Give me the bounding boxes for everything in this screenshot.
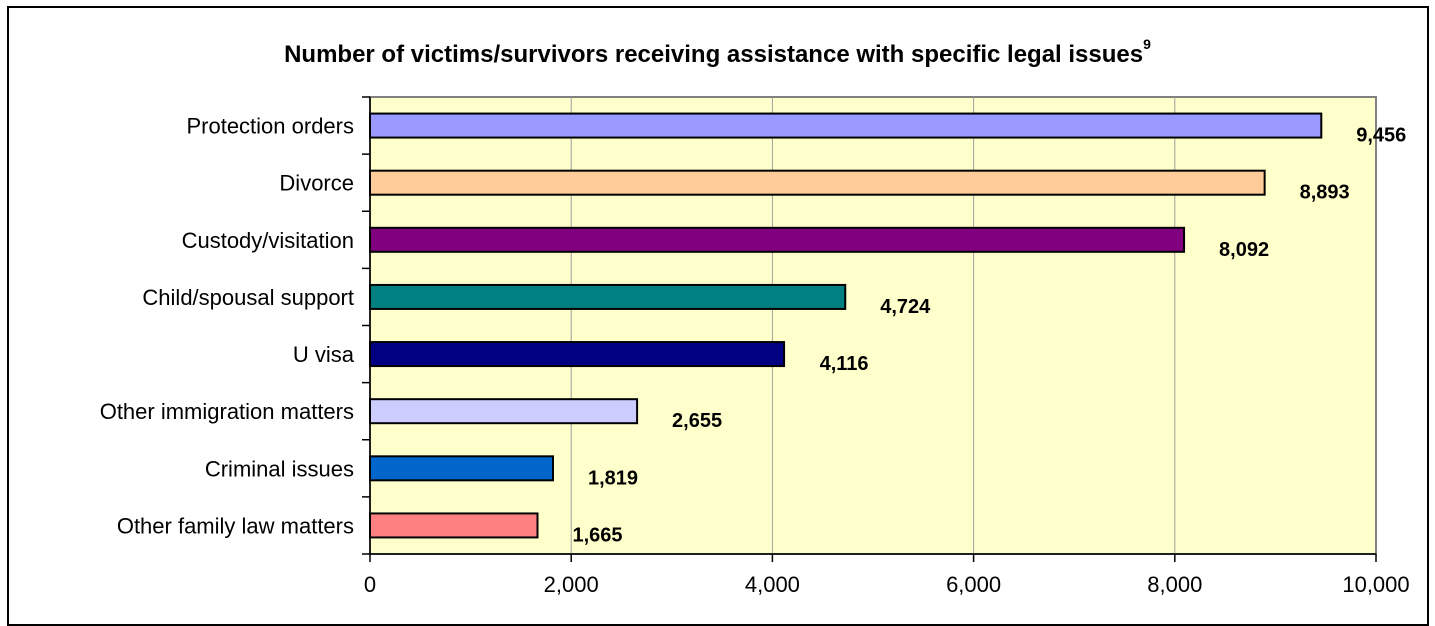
x-tick-label: 6,000 (946, 572, 1001, 597)
chart-title-text: Number of victims/survivors receiving as… (284, 41, 1144, 68)
value-label: 1,665 (572, 524, 622, 546)
x-tick-label: 8,000 (1147, 572, 1202, 597)
bar (369, 226, 1186, 253)
value-label: 9,456 (1356, 125, 1406, 147)
chart-title: Number of victims/survivors receiving as… (0, 36, 1435, 69)
category-label: Child/spousal support (142, 285, 354, 310)
category-label: Other immigration matters (100, 399, 354, 424)
x-tick-label: 10,000 (1342, 572, 1409, 597)
value-label: 8,893 (1300, 182, 1350, 204)
bar (369, 283, 847, 310)
category-label: Protection orders (186, 114, 354, 139)
value-label: 2,655 (672, 410, 722, 432)
value-label: 4,724 (880, 296, 931, 318)
value-label: 8,092 (1219, 239, 1269, 261)
bar (369, 512, 539, 539)
category-label: Other family law matters (117, 513, 354, 538)
category-label: U visa (293, 342, 355, 367)
plot-area (369, 96, 1377, 555)
bar (369, 112, 1323, 139)
value-label: 1,819 (588, 467, 638, 489)
value-label: 4,116 (820, 353, 869, 375)
bar (369, 169, 1266, 196)
x-tick-label: 2,000 (544, 572, 599, 597)
category-label: Criminal issues (205, 456, 354, 481)
bar (369, 341, 786, 368)
x-tick-label: 4,000 (745, 572, 800, 597)
category-label: Custody/visitation (182, 228, 354, 253)
bar-chart: 0 2,000 4,000 6,000 8,000 10,000 Protection or… (100, 96, 1410, 597)
bar (369, 398, 639, 425)
x-tick-label: 0 (364, 572, 376, 597)
bar (369, 455, 554, 482)
title-footnote: 9 (1143, 36, 1151, 52)
category-label: Divorce (279, 171, 354, 196)
